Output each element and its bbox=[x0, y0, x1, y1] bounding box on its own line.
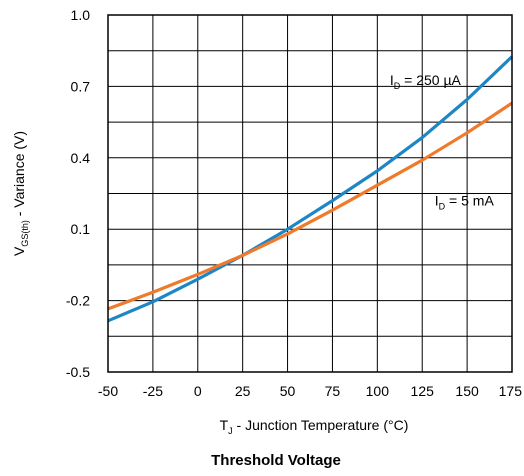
x-tick-label: -25 bbox=[143, 383, 163, 399]
x-tick-label: 25 bbox=[235, 383, 251, 399]
x-tick-labels: -50 -25 0 25 50 75 100 125 150 175 bbox=[98, 383, 522, 399]
plot-area-frame bbox=[107, 14, 513, 373]
x-tick-label: 0 bbox=[194, 383, 202, 399]
series-line-1 bbox=[107, 101, 513, 311]
y-tick-label: 0.7 bbox=[71, 78, 91, 94]
series-line-0 bbox=[107, 55, 514, 323]
y-tick-label: -0.5 bbox=[66, 364, 90, 380]
x-tick-label: 175 bbox=[499, 383, 523, 399]
chart-caption: Threshold Voltage bbox=[211, 452, 341, 469]
y-tick-label: 1.0 bbox=[71, 7, 91, 23]
x-axis-title: TJ - Junction Temperature (°C) bbox=[220, 417, 409, 436]
y-tick-labels: -0.5 -0.2 0.1 0.4 0.7 1.0 bbox=[66, 7, 90, 380]
x-tick-label: 150 bbox=[455, 383, 479, 399]
y-tick-label: -0.2 bbox=[66, 293, 90, 309]
x-tick-label: 50 bbox=[280, 383, 296, 399]
x-tick-label: 125 bbox=[411, 383, 435, 399]
series-lines bbox=[107, 55, 514, 323]
x-tick-label: 100 bbox=[366, 383, 390, 399]
series-label-5ma: ID = 5 mA bbox=[435, 192, 495, 211]
y-tick-label: 0.4 bbox=[71, 150, 91, 166]
y-axis-title: VGS(th) - Variance (V) bbox=[11, 131, 30, 256]
series-label-250ua: ID = 250 µA bbox=[390, 72, 462, 91]
y-tick-label: 0.1 bbox=[71, 221, 91, 237]
x-tick-label: -50 bbox=[98, 383, 118, 399]
x-tick-label: 75 bbox=[325, 383, 341, 399]
